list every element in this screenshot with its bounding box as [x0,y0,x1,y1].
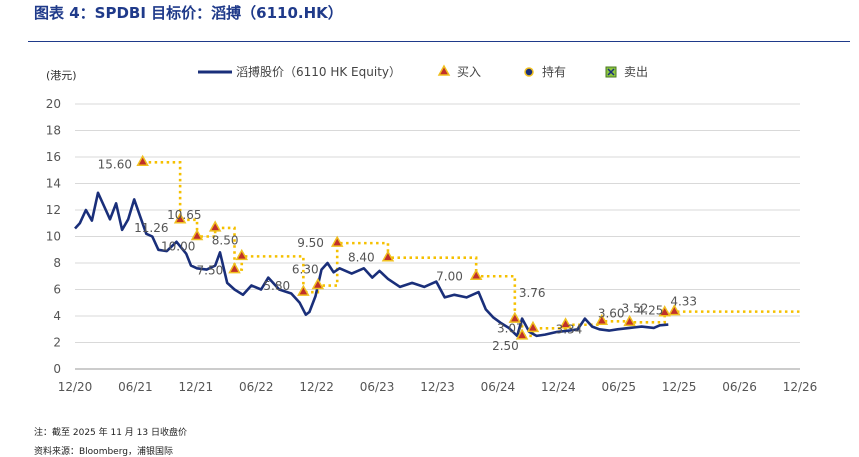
x-tick-label: 12/20 [58,380,93,394]
y-axis-label: (港元) [46,69,77,82]
x-tick-label: 12/24 [541,380,576,394]
x-tick-label: 12/23 [420,380,455,394]
buy-markers [136,154,681,340]
target-price-label: 3.34 [556,323,583,337]
price-series [74,191,669,338]
buy-marker [469,268,483,280]
target-price-label: 9.50 [297,236,324,250]
x-tick-label: 12/26 [783,380,818,394]
buy-marker [668,304,681,316]
legend-label: 卖出 [624,65,648,79]
target-price-label: 3.60 [598,306,625,320]
target-price-label: 4.33 [670,295,697,309]
target-price-label: 10.00 [161,240,195,254]
target-price-label: 2.50 [492,339,519,353]
y-tick-label: 14 [46,177,61,191]
chart-title: 图表 4：SPDBI 目标价：滔搏（6110.HK） [34,4,343,22]
target-price-label: 15.60 [98,157,132,171]
buy-marker [623,314,636,327]
buy-marker [515,328,529,340]
target-price-line [142,161,800,338]
legend: 滔搏股价（6110 HK Equity） 买入 持有 卖出 [198,64,648,79]
x-tick-label: 06/23 [360,380,395,394]
y-tick-label: 2 [53,336,61,350]
y-axis-ticks: 0 2 4 6 8 10 12 14 16 18 20 [46,97,61,376]
target-price-label: 4.25 [637,304,664,318]
target-price-label: 11.26 [134,221,168,235]
buy-marker [235,248,249,261]
target-labels: 15.60 11.26 10.00 10.65 7.50 8.50 5.806.30 9.50… [98,157,697,353]
target-price-steps [142,161,800,338]
buy-marker [228,262,241,274]
legend-item: 买入 [437,64,481,79]
target-price-label: 8.40 [348,251,375,265]
target-price-label: 3.07 [497,321,524,335]
x-tick-label: 06/22 [239,380,274,394]
target-price-label: 8.50 [212,233,239,247]
buy-marker [208,220,222,232]
buy-marker [136,154,149,167]
legend-item: 卖出 [605,65,648,79]
buy-marker [297,284,310,296]
y-tick-label: 10 [46,230,61,244]
x-tick-label: 06/21 [118,380,153,394]
target-price-label: 7.00 [436,269,463,283]
x-tick-label: 12/21 [179,380,214,394]
x-axis-ticks: 12/20 06/21 12/21 06/22 12/22 06/23 12/23 06/24… [58,380,818,394]
buy-marker [559,317,572,329]
legend-item: 滔搏股价（6110 HK Equity） [198,65,401,79]
y-tick-label: 6 [53,283,61,297]
buy-marker [330,235,344,247]
target-price-label: 3.52 [622,301,649,315]
legend-label: 买入 [457,65,481,79]
target-price-label: 6.30 [292,263,319,277]
x-tick-label: 12/22 [299,380,334,394]
buy-marker [508,311,522,323]
buy-marker [311,277,325,290]
x-tick-label: 06/24 [481,380,516,394]
x-tick-label: 06/25 [601,380,636,394]
target-price-label: 5.80 [263,279,290,293]
footnote: 注：截至 2025 年 11 月 13 日收盘价 [34,428,187,438]
title-divider [28,41,850,42]
grid-lines [75,103,800,370]
y-tick-label: 0 [53,362,61,376]
buy-marker [190,228,204,241]
buy-marker [526,320,540,333]
legend-item: 持有 [524,64,566,79]
y-tick-label: 18 [46,124,61,138]
circle-icon [524,67,534,77]
buy-marker [595,313,609,326]
target-price-label: 7.50 [197,264,224,278]
buy-marker [173,212,187,224]
target-price-label: 10.65 [167,208,201,222]
price-target-chart: (港元) 滔搏股价（6110 HK Equity） 买入 持有 卖出 0 2 4 6 8 10 1… [46,64,818,394]
y-tick-label: 16 [46,150,61,164]
cross-mark [607,68,615,76]
target-price-label: 3.76 [519,286,546,300]
y-tick-label: 12 [46,203,61,217]
price-line [74,191,669,338]
buy-marker [381,250,395,262]
x-tick-label: 06/26 [722,380,757,394]
buy-marker [658,305,671,317]
y-tick-label: 20 [46,97,61,111]
legend-label: 持有 [542,64,566,79]
x-tick-label: 12/25 [662,380,697,394]
legend-label: 滔搏股价（6110 HK Equity） [236,65,401,79]
y-tick-label: 8 [53,256,61,270]
triangle-icon [437,64,451,76]
y-tick-label: 4 [53,309,61,323]
